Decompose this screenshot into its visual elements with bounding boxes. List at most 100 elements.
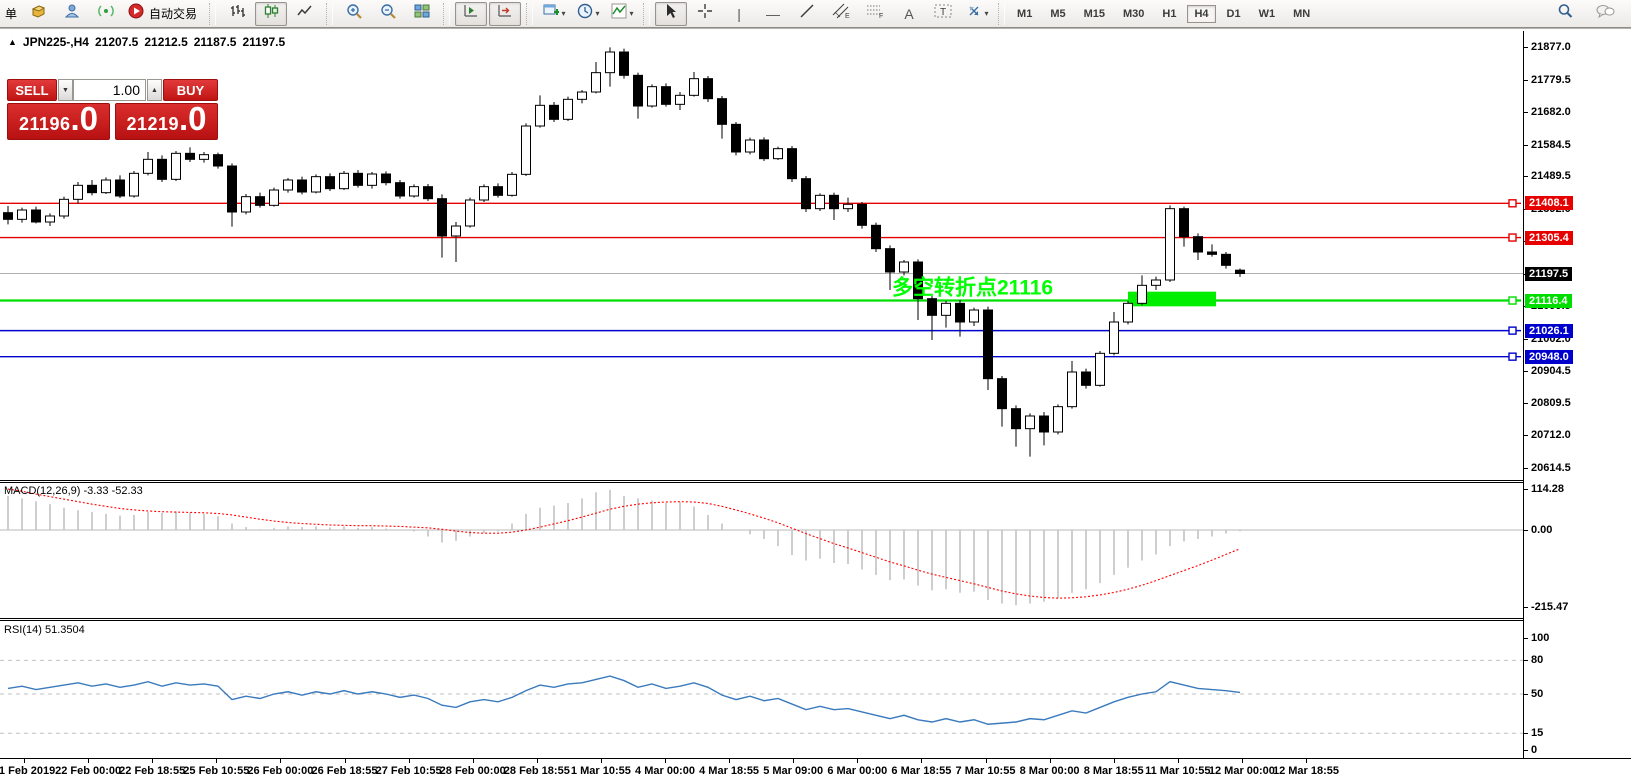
trendline-tool-button[interactable] [791,2,823,26]
price-marker-badge: 20948.0 [1525,349,1573,364]
candle-up [45,215,55,223]
candle-up [1123,302,1133,323]
y-tick-mark [1524,435,1528,437]
pivot-annotation-text[interactable]: 多空转折点21116 [892,276,1053,300]
chart-shift-button[interactable] [489,1,522,26]
toolbar-separator [643,2,651,25]
x-tick-mark [793,759,795,763]
timeframe-button-h4[interactable]: H4 [1187,4,1216,23]
candle-down [661,86,671,105]
hline-handle[interactable] [1508,199,1517,208]
timeframe-button-m5[interactable]: M5 [1050,7,1066,20]
auto-scroll-button[interactable] [455,1,488,26]
line-chart-button[interactable] [289,2,321,26]
timeframe-button-m1[interactable]: M1 [1017,7,1033,20]
equidistant-channel-tool-button[interactable]: E [825,2,857,26]
candle-up [1151,279,1161,286]
macd-axis-label: 0.00 [1531,524,1553,536]
account-button[interactable] [56,2,88,26]
one-click-collapse-arrow-icon[interactable]: ▲ [8,37,17,47]
hline-handle[interactable] [1508,233,1517,242]
bar-chart-button[interactable] [221,2,253,26]
y-tick-mark [1524,402,1528,404]
toolbar-separator [209,2,217,25]
volume-input[interactable] [73,79,146,101]
hline-handle[interactable] [1508,326,1517,335]
cursor-tool-button[interactable] [655,1,688,26]
toolbar-separator [998,2,1006,25]
x-axis-label: 21 Feb 2019 [0,765,56,777]
new-chart-button[interactable]: ▾ [538,2,570,26]
timeframe-button-mn[interactable]: MN [1293,7,1311,20]
sell-button[interactable]: SELL [7,79,57,101]
new-order-button[interactable]: 单 [5,7,18,21]
text-label-tool-button[interactable]: T [927,2,959,26]
zoom-out-button[interactable] [372,2,404,26]
buy-price-display[interactable]: 21219.0 [115,102,218,140]
vertical-line-icon: | [737,5,741,22]
timeframe-button-w1[interactable]: W1 [1258,7,1276,20]
candle-up [1025,415,1035,430]
candle-up [479,186,489,201]
text-tool-button[interactable]: A [893,2,925,26]
volume-decrease-button[interactable]: ▼ [58,79,73,101]
candle-up [1109,321,1119,354]
candle-up [605,51,615,74]
toolbar-separator [443,2,451,25]
signal-button[interactable] [90,2,122,26]
timeframe-button-m15[interactable]: M15 [1083,7,1105,20]
indicators-button[interactable]: ▾ [606,2,638,26]
buy-button[interactable]: BUY [163,79,218,101]
zoom-in-button[interactable] [338,2,370,26]
main-price-pane[interactable]: 多空转折点21116 [0,31,1523,480]
hline-handle[interactable] [1508,296,1517,305]
candle-down [1081,371,1091,386]
timeframe-button-h1[interactable]: H1 [1162,7,1177,20]
x-tick-mark [600,759,602,763]
line-chart-icon [297,3,313,24]
tile-windows-button[interactable] [406,2,438,26]
fibonacci-tool-button[interactable]: F [859,2,891,26]
svg-text:T: T [940,7,946,18]
candle-down [983,309,993,380]
green-zone-rectangle[interactable] [1128,291,1216,307]
rsi-pane[interactable] [0,621,1523,758]
price-marker-badge: 21305.4 [1525,230,1573,245]
x-tick-mark [1177,759,1179,763]
crosshair-tool-button[interactable] [689,2,721,26]
macd-pane[interactable] [0,483,1523,618]
rsi-axis-label: 100 [1531,632,1550,644]
price-axis[interactable]: 21877.021779.521682.021584.521489.521392… [1523,31,1631,758]
autotrading-button[interactable]: 自动交易 [124,2,204,26]
candle-up [199,154,209,160]
horizontal-line-tool-button[interactable]: — [757,2,789,26]
candlestick-chart-button[interactable] [255,1,288,26]
search-button[interactable] [1549,2,1581,26]
candle-up [1165,208,1175,281]
sell-price-display[interactable]: 21196.0 [7,102,110,140]
history-box-button[interactable] [22,2,54,26]
cursor-icon [664,3,678,24]
candle-up [815,194,825,210]
crosshair-icon [697,3,713,24]
pane-splitter[interactable] [0,618,1631,621]
candle-up [535,104,545,127]
search-icon [1557,3,1573,24]
pane-splitter[interactable] [0,480,1631,483]
chat-button[interactable] [1589,2,1621,26]
candle-up [269,189,279,206]
macd-axis-label: 114.28 [1531,482,1565,495]
arrows-tool-button[interactable]: ▾ [961,2,993,26]
candle-down [731,123,741,153]
dropdown-caret-icon: ▾ [629,9,634,18]
vertical-line-tool-button[interactable]: | [723,2,755,26]
candle-down [3,212,13,220]
volume-increase-button[interactable]: ▲ [147,79,162,101]
period-button[interactable]: ▾ [572,2,604,26]
x-tick-mark [152,759,154,763]
timeframe-button-m30[interactable]: M30 [1123,7,1145,20]
y-tick-mark [1524,638,1528,639]
hline-handle[interactable] [1508,352,1517,361]
timeframe-button-d1[interactable]: D1 [1226,7,1241,20]
